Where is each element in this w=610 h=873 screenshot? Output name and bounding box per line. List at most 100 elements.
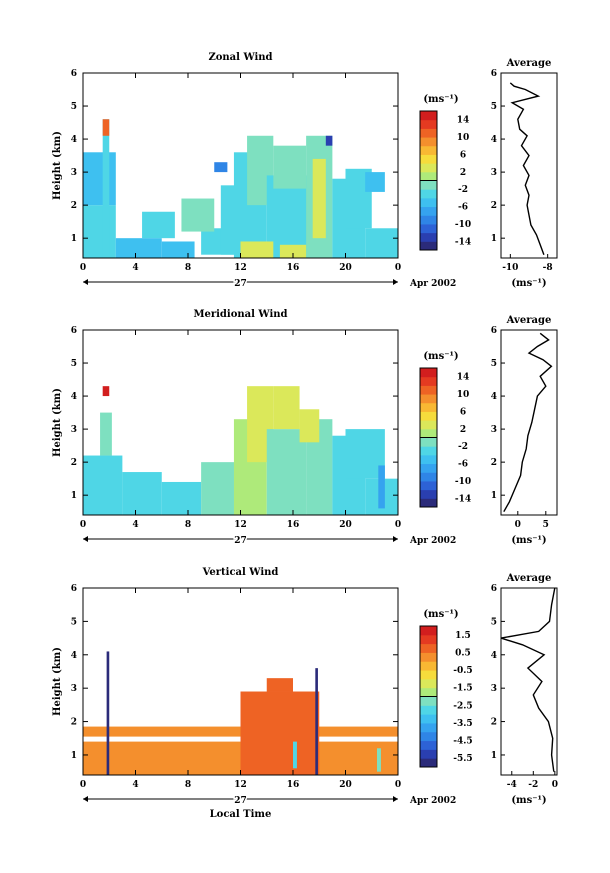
- panel3-day-arrow-left: [83, 796, 88, 802]
- panel1-colorbar-tick-2: 10: [457, 133, 470, 143]
- panel3-ytick-label-3: 3: [71, 684, 77, 694]
- panel1-data-cell-20: [240, 241, 274, 258]
- panel2-avg-ytick-label-4: 4: [491, 392, 497, 402]
- panel3-colorbar-tick-1: 1.5: [455, 631, 471, 641]
- panel2-colorbar-tick-8: -14: [455, 494, 471, 504]
- panel2-colorbar-unit: (ms⁻¹): [423, 351, 458, 362]
- panel2-avg-xtick-label-1: 5: [543, 520, 549, 530]
- panel2-colorbar-segment-14: [420, 385, 437, 395]
- panel1-colorbar-segment-6: [420, 197, 437, 208]
- panel3-avg-ytick-label-3: 3: [491, 684, 497, 694]
- panel2-data-cell-15: [299, 409, 320, 443]
- panel1-day-label: 27: [234, 279, 247, 289]
- panel2-avg-xtick-label-0: 0: [515, 520, 521, 530]
- panel2-avg-ytick-label-1: 1: [491, 491, 497, 501]
- panel1-data-cell-18: [365, 228, 398, 258]
- panel3-avg-title: Average: [506, 573, 552, 584]
- panel1-colorbar-segment-1: [420, 241, 437, 251]
- panel2-day-label: 27: [234, 536, 247, 546]
- panel1-xtick-label-5: 20: [339, 263, 352, 273]
- panel1-colorbar-segment-4: [420, 215, 437, 225]
- panel1-colorbar-unit: (ms⁻¹): [423, 94, 458, 105]
- panel3-avg-xtick-label-2: 0: [552, 780, 558, 790]
- panel2-title: Meridional Wind: [193, 309, 287, 320]
- panel2-avg-xlabel: (ms⁻¹): [511, 535, 546, 546]
- panel2-colorbar-segment-6: [420, 454, 437, 465]
- panel3-data-cell-4: [266, 678, 293, 692]
- panel2-colorbar-segment-16: [420, 368, 437, 378]
- panel1-ytick-label-2: 2: [71, 201, 77, 211]
- panel1-avg-ytick-label-2: 2: [491, 201, 497, 211]
- panel3-colorbar-segment-7: [420, 705, 437, 715]
- panel2-colorbar-segment-7: [420, 446, 437, 456]
- panel3-title: Vertical Wind: [202, 567, 279, 578]
- panel3-colorbar-segment-14: [420, 643, 437, 653]
- panel3-xtick-label-4: 16: [287, 780, 300, 790]
- panel2-xtick-label-5: 20: [339, 520, 352, 530]
- panel3-colorbar-segment-16: [420, 626, 437, 636]
- panel3-avg-ytick-label-6: 6: [491, 584, 497, 594]
- panel3-colorbar-segment-5: [420, 722, 437, 733]
- panel1-data-cell-3: [102, 119, 110, 258]
- panel2-data-cell-4: [161, 481, 202, 515]
- panel2-month-label: Apr 2002: [409, 536, 456, 546]
- panel2-data-cell-16: [378, 465, 385, 509]
- panel2-colorbar-segment-15: [420, 376, 437, 386]
- panel1-colorbar-segment-15: [420, 119, 437, 129]
- panel3-colorbar-tick-4: -1.5: [453, 684, 472, 694]
- panel3-colorbar-segment-11: [420, 670, 437, 680]
- panel1-ytick-label-5: 5: [71, 102, 77, 112]
- panel3-avg-frame: [500, 587, 558, 776]
- panel2-avg-ytick-label-2: 2: [491, 458, 497, 468]
- panel3-colorbar-tick-8: -5.5: [453, 754, 472, 764]
- panel2-ytick-label-6: 6: [71, 326, 77, 336]
- panel1-ytick-label-4: 4: [71, 135, 77, 145]
- panel3-ytick-label-5: 5: [71, 617, 77, 627]
- panel3-data-cell-8: [377, 748, 381, 772]
- panel1-colorbar-tick-6: -6: [458, 203, 468, 213]
- panel1-colorbar-tick-8: -14: [455, 237, 471, 247]
- panel3-ytick-label-1: 1: [71, 751, 77, 761]
- panel1-data-cell-15: [312, 158, 326, 239]
- panel2-colorbar-tick-3: 6: [460, 407, 466, 417]
- panel3-xtick-label-6: 0: [395, 780, 401, 790]
- panel1-data-cell-13: [273, 145, 307, 189]
- panel2-colorbar-tick-2: 10: [457, 390, 470, 400]
- panel3-colorbar-tick-7: -4.5: [453, 737, 472, 747]
- panel1-colorbar-segment-2: [420, 232, 437, 242]
- panel2-ytick-label-4: 4: [71, 392, 77, 402]
- panel3-colorbar-segment-8: [420, 696, 437, 706]
- panel1-xtick-label-1: 4: [132, 263, 138, 273]
- panel3-ylabel: Height (km): [52, 647, 63, 716]
- panel2-colorbar-segment-2: [420, 489, 437, 499]
- panel3-colorbar-tick-5: -2.5: [453, 701, 472, 711]
- panel3-data-cell-5: [106, 651, 110, 775]
- panel1-avg-profile-line: [509, 82, 545, 255]
- panel1-ytick-label-6: 6: [71, 69, 77, 79]
- panel2-ytick-label-2: 2: [71, 458, 77, 468]
- panel1-data-cell-22: [102, 119, 110, 136]
- panel3-xtick-label-3: 12: [234, 780, 247, 790]
- panel1-data-cell-2: [83, 152, 116, 206]
- panel2-avg-profile-line: [503, 332, 553, 513]
- panel3-xtick-label-2: 8: [185, 780, 191, 790]
- panel3-colorbar-tick-2: 0.5: [455, 648, 471, 658]
- panel2-data-cell-2: [100, 412, 112, 456]
- panel2-avg-title: Average: [506, 315, 552, 326]
- panel2-day-arrow-left: [83, 536, 88, 542]
- panel2-ylabel: Height (km): [52, 388, 63, 457]
- panel2-data-cell-3: [122, 472, 162, 515]
- panel1-data-cell-4: [115, 238, 162, 258]
- panel1-avg-ytick-label-5: 5: [491, 102, 497, 112]
- panel1-colorbar-segment-13: [420, 137, 437, 147]
- panel1-day-arrow-left: [83, 279, 88, 285]
- panel1-avg-frame: [500, 72, 558, 259]
- panel3-ytick-label-4: 4: [71, 651, 77, 661]
- panel1-xtick-label-4: 16: [287, 263, 300, 273]
- panel3-avg-xtick-label-1: -2: [528, 780, 538, 790]
- panel3-colorbar-segment-15: [420, 634, 437, 645]
- panel1-colorbar-tick-5: -2: [458, 185, 468, 195]
- panel2-colorbar-tick-4: 2: [460, 425, 466, 435]
- panel1-xtick-label-0: 0: [80, 263, 86, 273]
- panel1-data-cell-19: [365, 172, 385, 192]
